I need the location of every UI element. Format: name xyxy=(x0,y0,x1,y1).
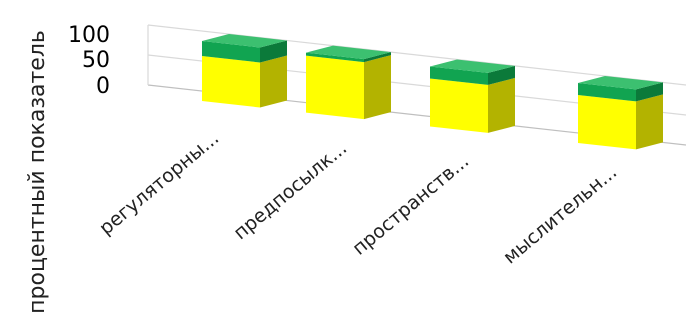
bar-side-3-s1 xyxy=(488,77,515,133)
bar-1-s1 xyxy=(202,56,260,108)
bar-group-4 xyxy=(578,75,663,150)
bar-top-2 xyxy=(306,45,391,60)
bar-3-s1 xyxy=(430,78,488,133)
bar-1-s2 xyxy=(202,41,260,63)
bar-side-2-s1 xyxy=(364,55,391,120)
bar-side-1-s1 xyxy=(260,55,287,108)
bar-side-3-s2 xyxy=(488,65,515,85)
bar-side-2-s2 xyxy=(364,52,391,63)
bar-group-1 xyxy=(202,34,287,108)
bar-3-s2 xyxy=(430,66,488,85)
y-tick-50: 50 xyxy=(82,48,110,73)
category-label-2: предпосылк... xyxy=(229,137,351,244)
category-label-1: регуляторны... xyxy=(95,127,223,240)
y-tick-100: 100 xyxy=(68,23,110,48)
y-axis-ticks: 100 50 0 xyxy=(68,23,110,99)
bars xyxy=(202,34,663,150)
bar-2-s2 xyxy=(306,52,364,63)
y-tick-0: 0 xyxy=(96,74,110,99)
category-label-3: пространств... xyxy=(348,150,473,260)
bar-top-4 xyxy=(578,75,663,90)
bar-4-s2 xyxy=(578,82,636,102)
y-axis-title: процентный показатель xyxy=(25,30,50,314)
bar-side-4-s2 xyxy=(636,82,663,102)
bar-2-s1 xyxy=(306,55,364,120)
bar-side-4-s1 xyxy=(636,94,663,150)
category-labels: регуляторны... предпосылк...пространств..… xyxy=(95,127,621,268)
bar-top-1 xyxy=(202,34,287,48)
bar-side-1-s2 xyxy=(260,40,287,63)
bar-top-3 xyxy=(430,59,515,73)
bar-group-2 xyxy=(306,45,391,120)
category-label-4: мыслительн... xyxy=(499,161,621,268)
bar-4-s1 xyxy=(578,94,636,150)
bar-group-3 xyxy=(430,59,515,133)
